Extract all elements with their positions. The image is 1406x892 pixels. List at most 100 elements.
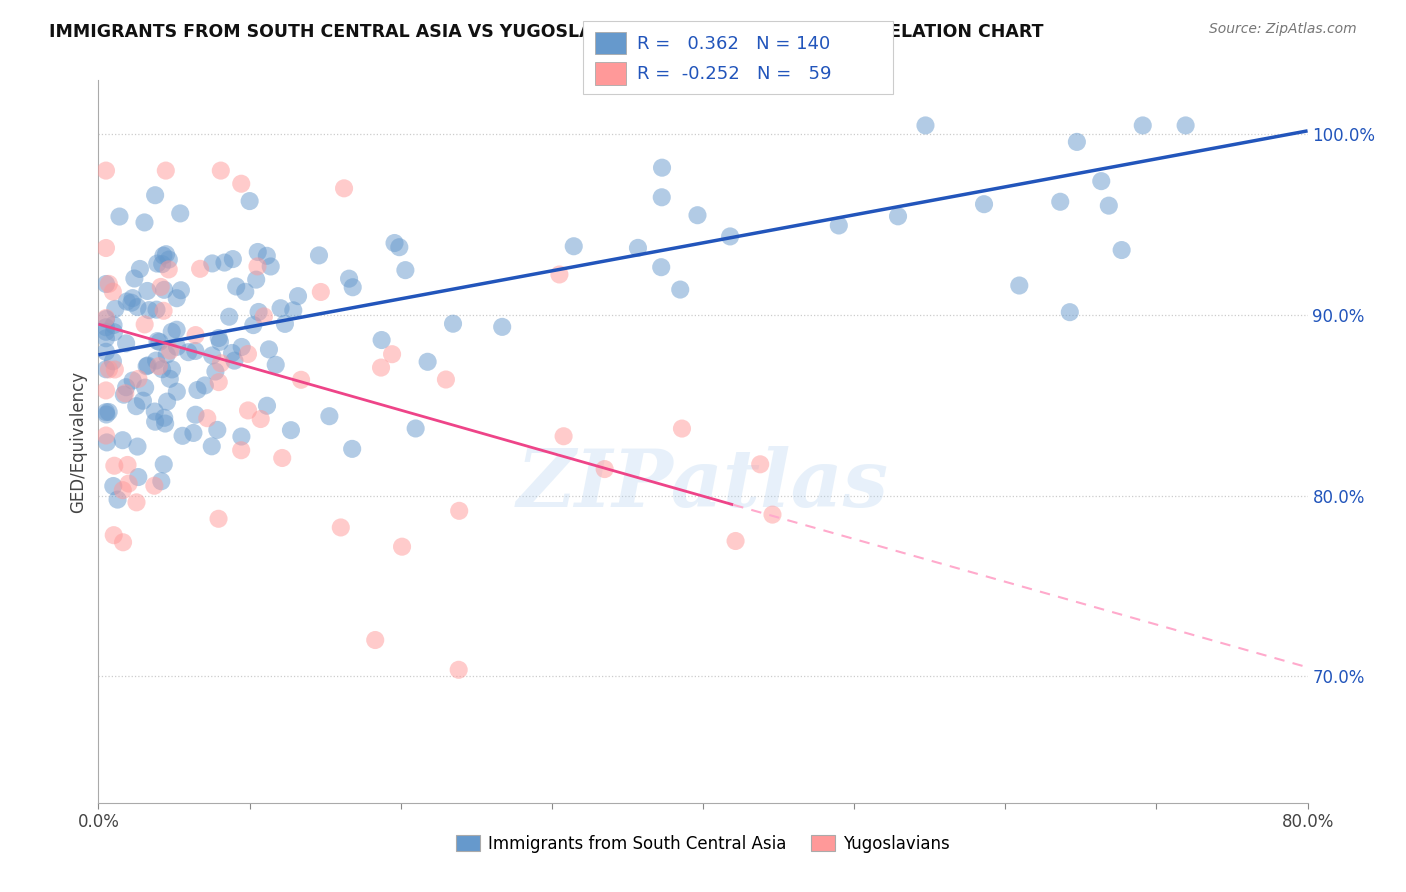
Point	[156, 348, 179, 362]
Point	[166, 384, 188, 399]
Point	[416, 355, 439, 369]
Point	[274, 317, 297, 331]
Point	[94, 428, 117, 442]
Point	[114, 386, 136, 401]
Point	[340, 442, 363, 456]
Point	[150, 362, 173, 376]
Point	[97, 277, 120, 291]
Point	[159, 372, 181, 386]
Point	[1049, 194, 1071, 209]
Point	[724, 534, 747, 549]
Point	[94, 312, 117, 326]
Point	[225, 279, 247, 293]
Point	[132, 393, 155, 408]
Point	[134, 215, 156, 229]
Point	[650, 260, 672, 275]
Point	[177, 345, 200, 359]
Point	[627, 241, 650, 255]
Point	[153, 283, 176, 297]
Point	[1090, 174, 1112, 188]
Point	[651, 190, 673, 204]
Point	[101, 285, 124, 299]
Point	[112, 387, 135, 401]
Point	[94, 384, 117, 398]
Point	[111, 483, 134, 498]
Point	[201, 256, 224, 270]
Point	[94, 325, 117, 339]
Point	[94, 331, 117, 345]
Point	[170, 283, 193, 297]
Point	[166, 340, 188, 354]
Point	[172, 429, 194, 443]
Point	[143, 188, 166, 202]
Point	[394, 263, 416, 277]
Point	[103, 479, 125, 493]
Point	[249, 412, 271, 426]
Point	[246, 244, 269, 259]
Point	[201, 439, 224, 453]
Point	[184, 328, 207, 343]
Point	[381, 347, 404, 361]
Point	[188, 261, 211, 276]
Point	[337, 271, 360, 285]
Point	[1008, 278, 1031, 293]
Point	[221, 346, 243, 360]
Point	[117, 458, 139, 472]
Point	[208, 334, 231, 349]
Point	[97, 405, 120, 419]
Point	[150, 257, 173, 271]
Point	[264, 358, 287, 372]
Point	[184, 343, 207, 358]
Point	[103, 528, 125, 542]
Point	[194, 378, 217, 392]
Point	[153, 410, 176, 425]
Point	[1066, 135, 1088, 149]
Point	[195, 411, 218, 425]
Point	[329, 520, 352, 534]
Point	[761, 508, 783, 522]
Point	[94, 277, 117, 291]
Point	[290, 373, 312, 387]
Point	[224, 353, 246, 368]
Point	[283, 303, 305, 318]
Point	[231, 177, 253, 191]
Point	[150, 475, 173, 489]
Point	[127, 470, 149, 484]
Point	[104, 362, 127, 376]
Point	[186, 383, 208, 397]
Point	[342, 280, 364, 294]
Text: R =  -0.252   N =   59: R = -0.252 N = 59	[637, 65, 831, 83]
Point	[562, 239, 585, 253]
Point	[256, 399, 278, 413]
Point	[749, 458, 772, 472]
Point	[155, 163, 177, 178]
Text: IMMIGRANTS FROM SOUTH CENTRAL ASIA VS YUGOSLAVIAN GED/EQUIVALENCY CORRELATION CH: IMMIGRANTS FROM SOUTH CENTRAL ASIA VS YU…	[49, 22, 1043, 40]
Point	[449, 504, 471, 518]
Point	[391, 540, 413, 554]
Point	[1174, 119, 1197, 133]
Point	[231, 443, 253, 458]
Text: R =   0.362   N = 140: R = 0.362 N = 140	[637, 35, 830, 53]
Point	[364, 633, 387, 648]
Point	[103, 458, 125, 473]
Point	[218, 310, 240, 324]
Point	[148, 334, 170, 349]
Point	[127, 372, 149, 386]
Point	[152, 458, 174, 472]
Point	[136, 284, 159, 298]
Point	[143, 479, 166, 493]
Y-axis label: GED/Equivalency: GED/Equivalency	[69, 370, 87, 513]
Point	[651, 161, 673, 175]
Point	[253, 310, 276, 324]
Point	[370, 360, 392, 375]
Point	[155, 247, 177, 261]
Text: Source: ZipAtlas.com: Source: ZipAtlas.com	[1209, 22, 1357, 37]
Point	[124, 271, 146, 285]
Point	[184, 408, 207, 422]
Point	[148, 359, 170, 373]
Point	[204, 365, 226, 379]
Point	[125, 399, 148, 413]
Point	[108, 210, 131, 224]
Point	[242, 318, 264, 332]
Point	[138, 303, 160, 318]
